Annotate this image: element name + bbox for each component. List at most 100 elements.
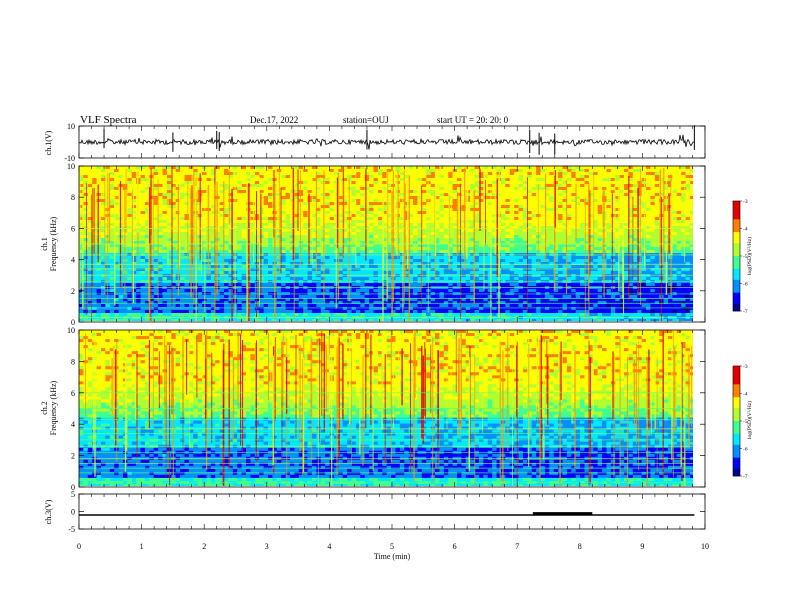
ch1-spectrogram-cell: [452, 238, 458, 242]
ch1-spectrogram-cell: [483, 256, 489, 260]
ch1-spectrogram-cell: [487, 169, 493, 173]
ch1-spectrogram-cell: [153, 274, 159, 278]
ch1-spectrogram-cell: [289, 199, 295, 203]
ch1-spectrogram-cell: [338, 217, 344, 221]
ch1-spectrogram-cell: [487, 247, 493, 251]
ch1-spectrogram-cell: [448, 235, 454, 239]
ch1-spectrogram-cell: [413, 268, 418, 272]
ch1-spectrogram-cell: [285, 178, 291, 182]
ch1-spectrogram-cell: [105, 307, 111, 311]
ch1-spectrogram-cell: [153, 223, 159, 227]
ch1-spectrogram-cell: [298, 250, 304, 254]
ch1-spectrogram-cell: [307, 262, 313, 266]
ch1-spectrogram-cell: [487, 166, 493, 170]
ch1-spectrogram-cell: [122, 301, 128, 305]
ch1-spectrogram-cell: [83, 241, 89, 245]
ch1-spectrogram-cell: [144, 184, 150, 188]
ch1-spectrogram-cell: [268, 199, 273, 203]
ch1-spectrogram-cell: [237, 199, 243, 203]
ch1-spectrogram-cell: [465, 274, 471, 278]
ch1-spectrogram-cell: [369, 259, 374, 263]
ch1-spectrogram-cell: [224, 235, 229, 239]
ch1-spectrogram-cell: [79, 301, 84, 305]
ch1-spectrogram-cell: [298, 217, 304, 221]
ch1-spectrogram-cell: [307, 313, 313, 317]
ch1-spectrogram-cell: [404, 235, 410, 239]
ch1-spectrogram-cell: [144, 247, 150, 251]
ch1-spectrogram-cell: [127, 310, 133, 314]
ch1-spectrogram-cell: [237, 214, 243, 218]
ch1-spectrogram-cell: [193, 166, 199, 170]
ch1-spectrogram-cell: [373, 169, 379, 173]
ch1-spectrogram-cell: [316, 202, 322, 206]
ch1-spectrogram-cell: [329, 193, 335, 197]
ch1-spectrogram-cell: [149, 259, 155, 263]
ch1-spectrogram-cell: [140, 232, 146, 236]
ch1-spectrogram-cell: [109, 229, 115, 233]
ch1-spectrogram-cell: [452, 307, 458, 311]
ch1-spectrogram-cell: [79, 238, 84, 242]
ch1-spectrogram-cell: [259, 223, 265, 227]
ch1-spectrogram-cell: [404, 262, 410, 266]
ch1-spectrogram-cell: [399, 217, 405, 221]
ch1-spectrogram-cell: [470, 301, 475, 305]
ch1-spectrogram-cell: [210, 229, 216, 233]
ch1-spectrogram-cell: [206, 166, 212, 170]
ch1-spectrogram-cell: [461, 271, 467, 275]
ch1-spectrogram-cell: [320, 166, 326, 170]
ch1-spectrogram-cell: [408, 208, 414, 212]
ch1-spectrogram-cell: [109, 178, 115, 182]
ch1-spectrogram-cell: [224, 274, 229, 278]
ch1-spectrogram-cell: [457, 310, 462, 314]
ch1-spectrogram-cell: [162, 229, 168, 233]
ch1-spectrogram-cell: [224, 193, 229, 197]
ch1-spectrogram-cell: [413, 301, 418, 305]
ch1-spectrogram-cell: [452, 265, 458, 269]
ch1-spectrogram-cell: [351, 196, 357, 200]
ch1-spectrogram-cell: [96, 262, 102, 266]
ch1-spectrogram-cell: [426, 238, 432, 242]
ch1-spectrogram-cell: [439, 214, 445, 218]
ch1-spectrogram-cell: [404, 190, 410, 194]
ch1-spectrogram-cell: [83, 262, 89, 266]
ch1-spectrogram-cell: [263, 304, 269, 308]
ch1-spectrogram-cell: [131, 319, 137, 321]
ch1-spectrogram-cell: [109, 223, 115, 227]
ch1-spectrogram-cell: [452, 235, 458, 239]
ch1-spectrogram-cell: [351, 268, 357, 272]
ch1-spectrogram-cell: [470, 223, 475, 227]
ch1-spectrogram-cell: [118, 298, 124, 302]
ch1-spectrogram-cell: [96, 223, 102, 227]
ch1-spectrogram-cell: [333, 316, 339, 320]
ch1-spectrogram-cell: [100, 274, 106, 278]
ch1-spectrogram-cell: [268, 301, 273, 305]
ch1-spectrogram-cell: [382, 223, 388, 227]
ch1-spectrogram-cell: [360, 175, 366, 179]
ch1-spectrogram-cell: [351, 274, 357, 278]
ch1-spectrogram-cell: [311, 283, 317, 287]
ch1-spectrogram-cell: [127, 187, 133, 191]
ch1-spectrogram-cell: [100, 196, 106, 200]
ch1-spectrogram-cell: [254, 184, 260, 188]
ch1-spectrogram-cell: [461, 298, 467, 302]
ch1-spectrogram-cell: [294, 169, 300, 173]
ch1-spectrogram-cell: [329, 298, 335, 302]
ch1-spectrogram-cell: [268, 307, 273, 311]
ch1-spectrogram-cell: [443, 172, 449, 176]
ch1-spectrogram-cell: [136, 193, 141, 197]
ch1-spectrogram-cell: [478, 313, 484, 317]
ch1-spectrogram-cell: [452, 190, 458, 194]
ch1-spectrogram-cell: [259, 235, 265, 239]
ch1-spectrogram-cell: [136, 298, 141, 302]
ch1-spectrogram-cell: [202, 289, 207, 293]
ch1-spectrogram-cell: [289, 202, 295, 206]
ch1-spectrogram-cell: [202, 190, 207, 194]
ch1-spectrogram-cell: [180, 223, 185, 227]
ch1-spectrogram-cell: [83, 178, 89, 182]
ch1-spectrogram-cell: [320, 298, 326, 302]
ch1-spectrogram-cell: [487, 256, 493, 260]
ch1-spectrogram-cell: [329, 268, 335, 272]
ch1-spectrogram-cell: [158, 226, 163, 230]
ch1-spectrogram-cell: [96, 289, 102, 293]
ch1-spectrogram-cell: [131, 208, 137, 212]
